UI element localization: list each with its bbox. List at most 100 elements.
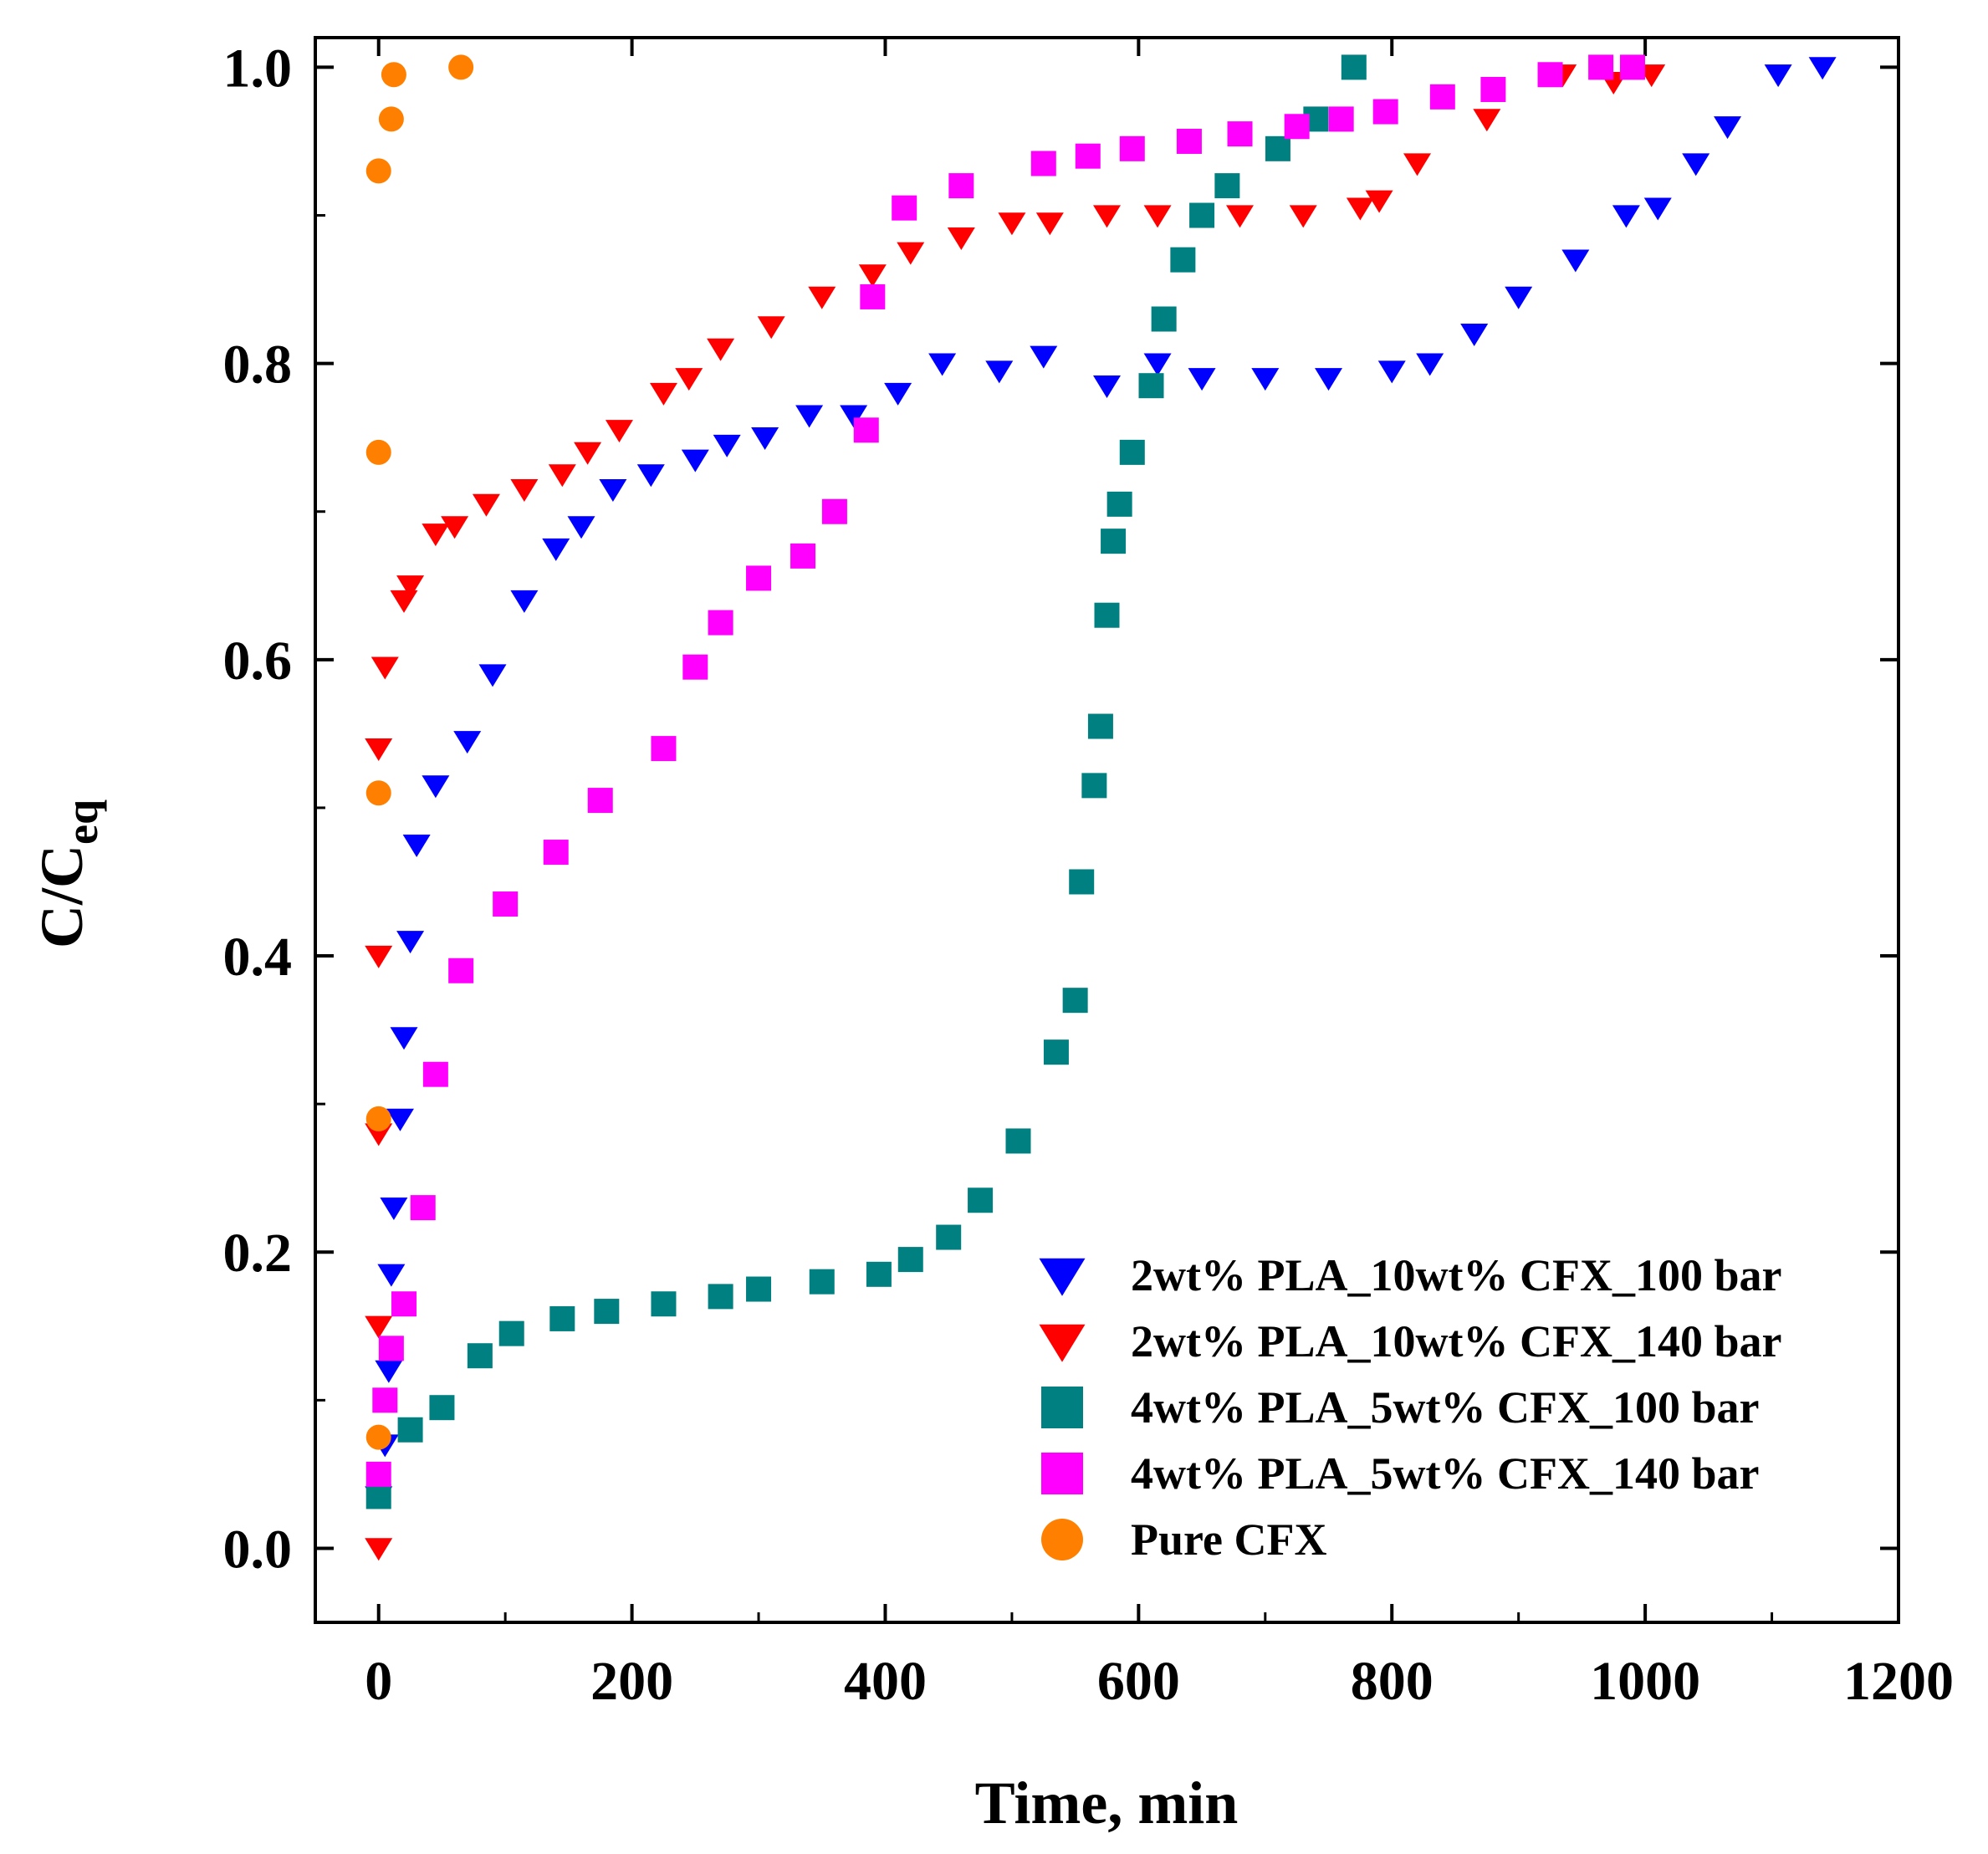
data-point [1315, 368, 1343, 391]
data-point [365, 1315, 393, 1339]
data-point [1284, 114, 1310, 140]
data-point [510, 479, 539, 503]
data-point [1081, 773, 1107, 799]
data-point [1265, 135, 1290, 161]
data-point [365, 738, 393, 761]
x-tick-label: 800 [1351, 1651, 1434, 1712]
data-point [396, 931, 425, 954]
data-point [746, 1276, 772, 1302]
data-point [751, 427, 779, 451]
data-point [1808, 57, 1837, 80]
data-point [985, 360, 1014, 384]
data-point [371, 656, 399, 680]
data-point [542, 538, 570, 561]
data-point [1226, 205, 1255, 228]
data-point [713, 434, 741, 457]
y-axis-title-subscript: eq [57, 799, 107, 845]
data-points [365, 54, 1837, 1561]
data-point [1328, 106, 1354, 132]
x-tick-label: 200 [590, 1651, 673, 1712]
legend: 2wt% PLA_10wt% CFX_100 bar 2wt% PLA_10wt%… [1039, 1250, 1781, 1565]
data-point [681, 449, 709, 472]
data-point [936, 1224, 962, 1250]
data-point [365, 945, 393, 968]
legend-marker [1041, 1453, 1083, 1494]
data-point [365, 1484, 391, 1509]
data-point [1101, 529, 1127, 554]
data-point [1062, 988, 1088, 1014]
data-point [1505, 286, 1533, 309]
svg-text:C/Ceq: C/Ceq [28, 799, 107, 948]
data-point [1764, 64, 1792, 88]
data-point [378, 106, 404, 132]
data-point [1043, 1039, 1069, 1065]
data-point [682, 654, 708, 680]
data-point [1188, 368, 1216, 391]
data-point [1151, 306, 1177, 332]
data-point [375, 1360, 403, 1383]
legend-label: Pure CFX [1131, 1514, 1326, 1565]
data-point [651, 736, 677, 762]
data-point [821, 498, 847, 524]
data-point [675, 368, 703, 391]
data-point [380, 1197, 408, 1220]
data-point [1075, 143, 1101, 169]
data-point [381, 62, 406, 88]
data-point [1030, 345, 1058, 369]
data-point [1106, 491, 1132, 517]
y-axis-title: C/Ceq [28, 799, 107, 948]
series-4 [365, 54, 1645, 1487]
data-point [549, 1305, 575, 1331]
data-point [1214, 173, 1240, 199]
data-point [365, 780, 391, 806]
data-point [1094, 602, 1120, 628]
data-point [1619, 54, 1645, 80]
data-point [422, 775, 450, 799]
data-point [396, 575, 425, 599]
legend-label: 4wt% PLA_5wt% CFX_140 bar [1131, 1448, 1759, 1499]
axes: 0 200 400 600 800 1000 1200 0.0 0.2 0.4 0.6 0.8 1.0 [223, 38, 1954, 1712]
data-point [365, 1461, 391, 1487]
data-point [1372, 99, 1398, 125]
data-point [897, 1247, 923, 1273]
x-tick-label: 1200 [1843, 1651, 1954, 1712]
y-tick-label: 0.0 [223, 1519, 293, 1580]
data-point [453, 731, 482, 754]
data-point [1087, 713, 1113, 739]
data-point [1460, 324, 1489, 347]
data-point [1561, 249, 1590, 273]
data-point [1030, 151, 1056, 176]
y-tick-label: 0.2 [223, 1223, 293, 1284]
data-point [884, 382, 912, 406]
data-point [1035, 212, 1064, 236]
data-point [1143, 205, 1172, 228]
data-point [1119, 135, 1145, 161]
data-point [587, 788, 613, 814]
data-point [429, 1395, 455, 1421]
data-point [853, 417, 879, 443]
data-point [651, 1291, 677, 1317]
data-point [574, 442, 602, 465]
legend-entry-4: 4wt% PLA_5wt% CFX_140 bar [1041, 1448, 1759, 1499]
data-point [636, 464, 665, 488]
data-point [1588, 54, 1614, 80]
data-point [410, 1195, 436, 1221]
data-point [448, 958, 474, 983]
data-point [422, 524, 450, 547]
data-point [1093, 205, 1121, 228]
data-point [467, 1343, 493, 1369]
data-point [897, 242, 925, 265]
x-tick-label: 600 [1097, 1651, 1180, 1712]
x-tick-label: 400 [844, 1651, 927, 1712]
data-point [840, 405, 868, 428]
x-tick-label: 0 [365, 1651, 392, 1712]
legend-marker [1039, 1324, 1086, 1362]
data-point [1480, 76, 1506, 102]
y-tick-label: 0.4 [223, 927, 293, 988]
legend-entry-3: 4wt% PLA_5wt% CFX_100 bar [1041, 1382, 1759, 1433]
legend-marker [1039, 1258, 1086, 1296]
data-point [1612, 205, 1640, 228]
data-point [372, 1387, 398, 1413]
data-point [472, 493, 500, 517]
